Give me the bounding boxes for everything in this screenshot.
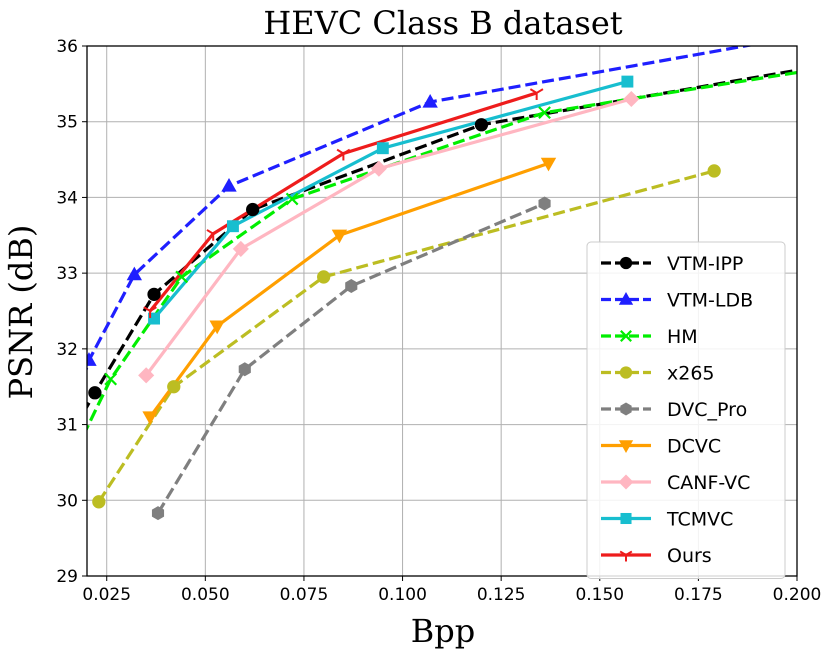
x-tick-label: 0.200 — [773, 585, 822, 605]
data-point-x265 — [317, 270, 331, 284]
plot-frame — [86, 45, 798, 577]
y-tick-label: 29 — [56, 567, 78, 587]
legend-marker-tcmvc — [620, 512, 632, 525]
legend-label-tcmvc: TCMVC — [666, 509, 733, 531]
data-point-dvc-pro — [238, 362, 251, 377]
legend-label-x265: x265 — [667, 363, 715, 385]
series-line-vtm-ldb — [87, 46, 754, 372]
legend-label-dvc-pro: DVC_Pro — [667, 399, 747, 421]
data-point-canf-vc — [232, 240, 249, 257]
data-point-hm — [285, 192, 299, 206]
legend-box — [586, 241, 786, 579]
x-tick-label: 0.125 — [477, 585, 526, 605]
legend-marker-ours — [619, 550, 633, 562]
data-point-hm — [538, 106, 551, 120]
data-point-dvc-pro — [345, 279, 358, 294]
x-tick-label: 0.100 — [378, 585, 427, 605]
data-point-vtm-ipp — [88, 386, 102, 400]
data-point-vtm-ldb — [126, 266, 143, 281]
legend-marker-dvc-pro — [620, 402, 632, 416]
data-point-dvc-pro — [151, 506, 165, 521]
y-axis-label: PSNR (dB) — [2, 225, 40, 400]
legend-marker-canf-vc — [618, 474, 634, 490]
legend-label-ours: Ours — [667, 545, 712, 567]
data-point-ours — [143, 306, 157, 318]
x-tick-label: 0.025 — [82, 585, 131, 605]
legend-marker-x265 — [619, 366, 633, 379]
legend-marker-vtm-ipp — [619, 256, 633, 270]
data-point-canf-vc — [623, 90, 640, 108]
data-point-x265 — [92, 495, 106, 509]
series-line-dvc-pro — [156, 202, 546, 514]
data-point-vtm-ipp — [147, 287, 161, 301]
x-tick-label: 0.050 — [181, 585, 230, 605]
y-tick-label: 34 — [56, 188, 78, 208]
y-tick-label: 30 — [56, 491, 78, 511]
data-point-ours — [529, 88, 544, 100]
legend-marker-hm — [620, 330, 632, 342]
data-point-vtm-ldb — [221, 178, 237, 192]
series-line-x265 — [97, 169, 715, 503]
data-point-vtm-ldb — [87, 352, 97, 366]
data-point-vtm-ipp — [474, 118, 489, 132]
data-point-tcmvc — [148, 312, 161, 325]
chart-title: HEVC Class B dataset — [263, 4, 622, 42]
data-point-dcvc — [540, 157, 557, 172]
data-point-tcmvc — [621, 75, 634, 88]
data-point-canf-vc — [138, 367, 155, 384]
x-tick-label: 0.175 — [674, 585, 723, 605]
legend-label-hm: HM — [667, 326, 698, 348]
data-point-ours — [206, 229, 221, 241]
legend: VTM-IPP VTM-LDB HM x265 DVC_Pro DCVC CANF-VC TC… — [586, 241, 786, 579]
series-line-hm — [87, 70, 797, 432]
data-point-tcmvc — [376, 142, 389, 155]
y-tick-label: 36 — [56, 37, 78, 57]
data-point-dcvc — [209, 320, 225, 335]
y-tick-label: 31 — [56, 416, 78, 436]
x-tick-label: 0.150 — [575, 585, 624, 605]
series-line-dcvc — [148, 161, 550, 418]
plot-area — [87, 46, 797, 521]
data-point-ours — [336, 148, 351, 161]
data-point-vtm-ipp — [246, 202, 260, 217]
data-point-x265 — [707, 164, 721, 178]
data-point-tcmvc — [226, 220, 239, 233]
data-point-x265 — [167, 380, 181, 394]
legend-marker-dcvc — [618, 440, 634, 453]
data-point-hm — [104, 372, 118, 386]
y-tick-label: 32 — [56, 340, 78, 360]
data-point-hm — [175, 270, 189, 284]
legend-marker-vtm-ldb — [618, 292, 634, 305]
data-point-dvc-pro — [538, 196, 551, 211]
series-line-tcmvc — [152, 80, 628, 320]
y-tick-label: 33 — [56, 264, 78, 284]
x-tick-label: 0.075 — [280, 585, 329, 605]
data-point-canf-vc — [370, 160, 387, 177]
legend-label-canf-vc: CANF-VC — [667, 472, 750, 494]
data-point-vtm-ldb — [422, 93, 438, 108]
series-line-canf-vc — [144, 97, 632, 377]
data-point-dcvc — [331, 229, 348, 244]
legend-label-dcvc: DCVC — [667, 436, 721, 458]
y-tick-label: 35 — [56, 113, 78, 133]
tick-labels: 0.025 0.050 0.075 0.100 0.125 0.150 0.175 0.200… — [56, 37, 821, 605]
x-axis-label: Bpp — [411, 612, 475, 650]
legend-label-vtm-ipp: VTM-IPP — [667, 253, 743, 275]
data-point-dcvc — [142, 411, 158, 426]
legend-label-vtm-ldb: VTM-LDB — [667, 290, 753, 312]
series-line-ours — [148, 91, 538, 313]
